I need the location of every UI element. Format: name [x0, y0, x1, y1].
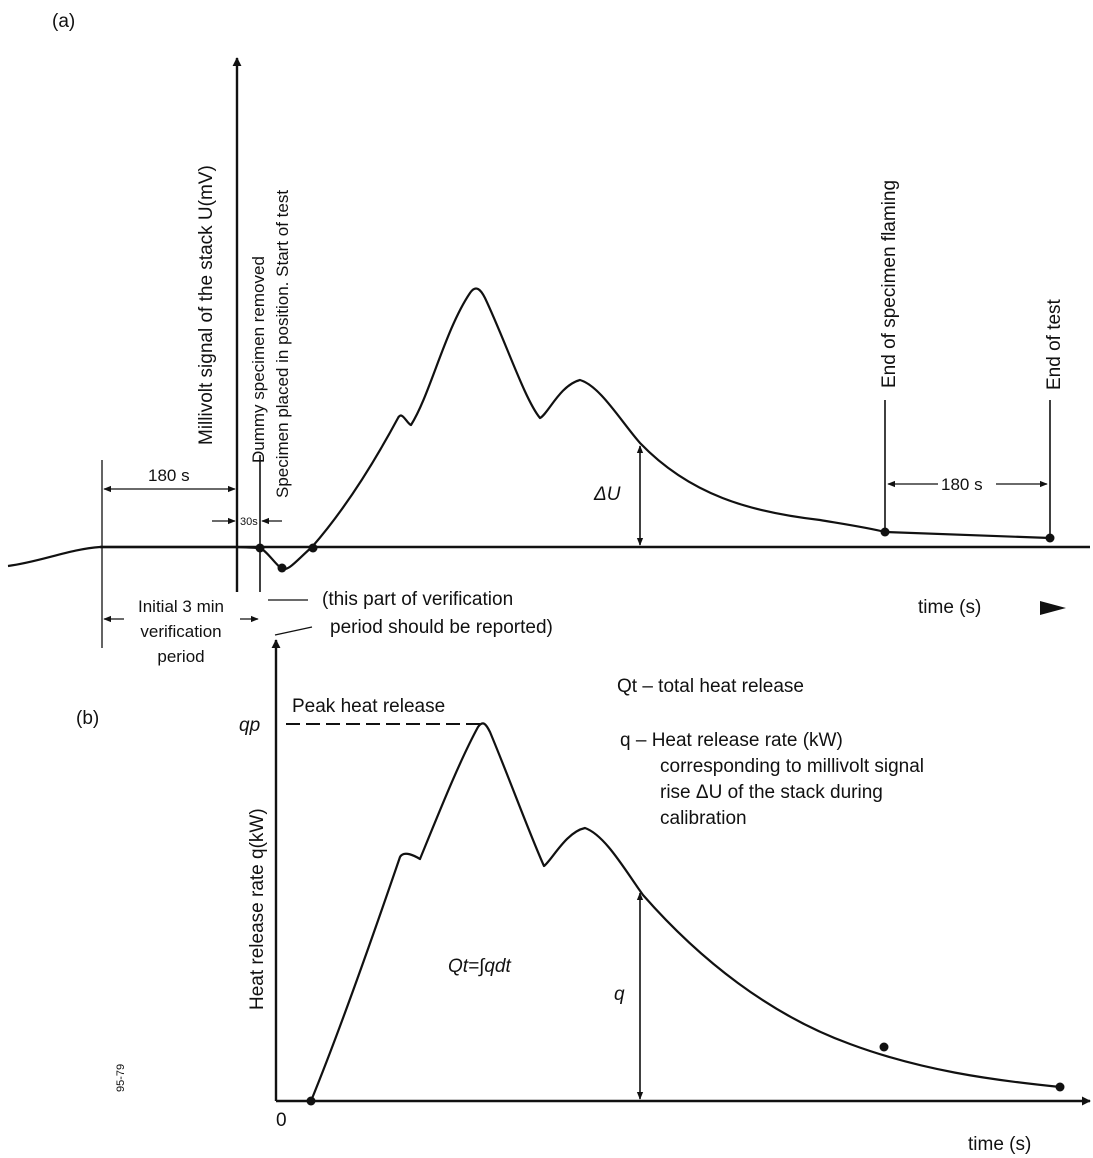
panel-b: (b) Heat release rate q(kW) 0 time (s) P…	[76, 639, 1091, 1155]
panel-b-legend-q-line4: calibration	[660, 808, 747, 829]
panel-a-point-rise	[308, 543, 318, 553]
panel-a-verification-gap	[124, 604, 240, 634]
panel-a-report-leader-2	[274, 626, 313, 636]
panel-b-qp-label: qp	[239, 715, 260, 736]
panel-b-legend-q-line2: corresponding to millivolt signal	[660, 756, 924, 777]
panel-b-integral-label: Qt=∫qdt	[448, 956, 511, 977]
panel-b-legend-q-line1: q – Heat release rate (kW)	[620, 730, 843, 751]
panel-b-point-end-flaming	[879, 1042, 889, 1052]
panel-b-x-axis-label: time (s)	[968, 1134, 1031, 1155]
panel-b-point-start	[306, 1096, 316, 1106]
panel-b-origin: 0	[276, 1110, 287, 1131]
panel-b-y-axis-label: Heat release rate q(kW)	[247, 808, 268, 1010]
panel-b-legend-q-line3: rise ΔU of the stack during	[660, 782, 883, 803]
panel-b-hrr-curve	[309, 722, 1061, 1102]
panel-a-dim-180s-right-label: 180 s	[941, 475, 983, 494]
panel-b-peak-label: Peak heat release	[292, 696, 445, 717]
panel-b-q-label: q	[614, 984, 625, 1005]
panel-a-point-min	[277, 563, 287, 573]
panel-a-dim-180s-right-gap	[938, 474, 996, 494]
panel-a: (a) Millivolt signal of the stack U(mV) …	[7, 11, 1090, 666]
panel-a-verification-line1: Initial 3 min	[138, 597, 224, 616]
panel-a-x-axis-label: time (s)	[918, 597, 981, 618]
panel-a-marker-end-test-label: End of test	[1044, 298, 1065, 390]
panel-a-y-axis-label: Millivolt signal of the stack U(mV)	[196, 165, 217, 445]
panel-a-marker-dummy-removed-label: Dummy specimen removed	[249, 256, 268, 463]
panel-b-legend-qt: Qt – total heat release	[617, 676, 804, 697]
panel-a-report-note-line1: (this part of verification	[322, 589, 513, 610]
panel-a-report-note-line2: period should be reported)	[330, 617, 553, 638]
panel-a-marker-end-flaming-label: End of specimen flaming	[879, 180, 900, 388]
panel-b-point-end-test	[1055, 1082, 1065, 1092]
panel-a-delta-u-label: ΔU	[593, 484, 621, 505]
panel-b-figure-code: 95-79	[115, 1064, 127, 1092]
panel-b-tag: (b)	[76, 708, 99, 729]
panel-a-tag: (a)	[52, 11, 75, 32]
panel-a-verification-line3: period	[157, 647, 204, 666]
panel-a-x-arrow-icon	[1040, 601, 1066, 615]
panel-a-dim-180s-left-label: 180 s	[148, 466, 190, 485]
panel-a-verification-line2: verification	[140, 622, 221, 641]
panel-a-dim-30s-label: 30s	[240, 516, 258, 528]
panel-a-marker-specimen-placed-label: Specimen placed in position. Start of te…	[273, 190, 292, 498]
